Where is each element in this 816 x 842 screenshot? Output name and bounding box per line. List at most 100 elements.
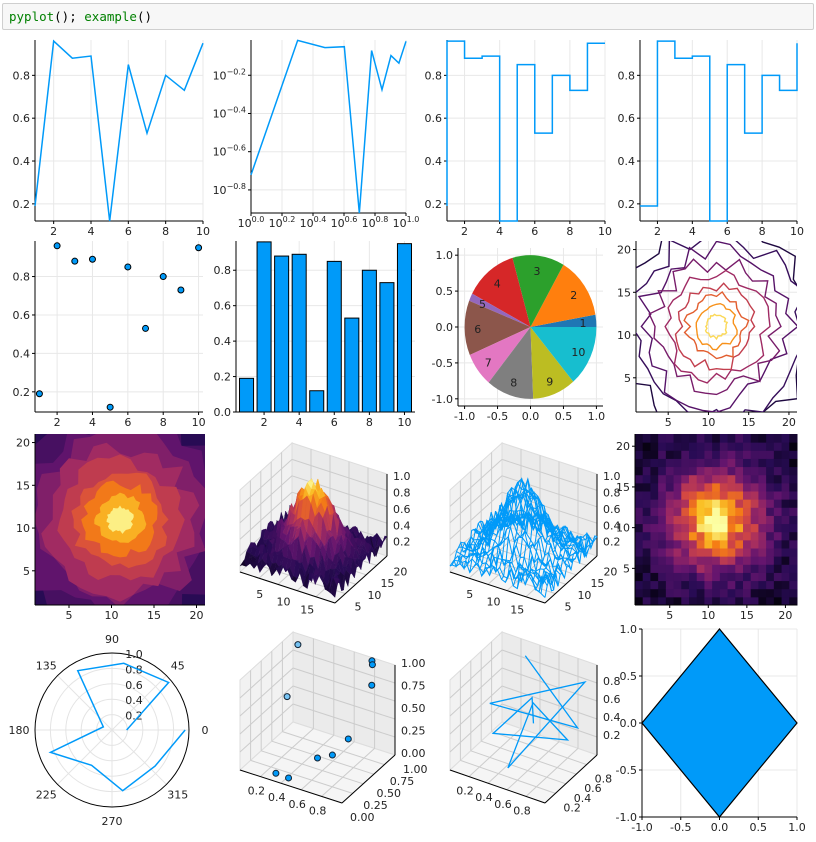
heatmap-cell xyxy=(743,564,752,573)
heatmap-cell xyxy=(750,507,759,516)
pie-label: 6 xyxy=(474,323,481,336)
grid-line xyxy=(292,685,396,720)
heatmap-cell xyxy=(735,572,744,582)
heatmap-cell xyxy=(642,515,651,525)
subplot-14: 0.20.40.60.80.000.250.500.751.000.000.25… xyxy=(239,630,428,824)
tick-label: 15 xyxy=(380,577,394,590)
heatmap-cell xyxy=(758,507,767,516)
heatmap-cell xyxy=(696,539,705,549)
tick-exponent: 0.4 xyxy=(314,215,327,224)
heatmap-cell xyxy=(712,580,721,590)
heatmap-cell xyxy=(758,515,767,525)
axis-line xyxy=(334,555,388,604)
heatmap-cell xyxy=(727,572,736,582)
heatmap-cell xyxy=(712,515,721,525)
tick-label: 20 xyxy=(190,609,204,622)
heatmap-cell xyxy=(635,474,644,484)
heatmap-cell xyxy=(750,564,759,573)
angle-label: 45 xyxy=(171,660,185,673)
heatmap-cell xyxy=(781,491,790,500)
tick-label: 0.5 xyxy=(620,670,638,683)
heatmap-cell xyxy=(696,507,705,516)
tick-label: 0.50 xyxy=(401,702,426,715)
heatmap-cell xyxy=(735,442,744,451)
subplot-9: 5 10 15 20 5 10 15 20 xyxy=(16,434,205,622)
wire-line xyxy=(544,535,598,598)
tick-label: 0.5 xyxy=(436,285,454,298)
heatmap-cell xyxy=(743,515,752,525)
heatmap-cell xyxy=(658,564,667,573)
heatmap-cell xyxy=(658,499,667,508)
heatmap-cell xyxy=(712,539,721,549)
heatmap-cell xyxy=(766,474,775,484)
tick-label: 5 xyxy=(66,609,73,622)
code-cell-input[interactable]: pyplot(); example() xyxy=(2,3,814,30)
tick-label: 15 xyxy=(616,481,630,494)
heatmap-cell xyxy=(642,556,651,565)
series-line xyxy=(48,662,186,792)
tick-label: 20 xyxy=(782,416,796,429)
angle-label: 180 xyxy=(9,724,30,737)
heatmap-cell xyxy=(673,450,682,459)
heatmap-cell xyxy=(658,596,667,606)
heatmap-cell xyxy=(727,499,736,508)
tick-label: 10 xyxy=(790,225,804,238)
heatmap-cell xyxy=(781,482,790,492)
heatmap-cell xyxy=(781,434,790,443)
heatmap-cell xyxy=(712,556,721,565)
scatter-point xyxy=(283,693,291,701)
tick-label: -1.0 xyxy=(616,811,637,824)
heatmap-cell xyxy=(642,523,651,533)
heatmap-cell xyxy=(719,474,729,484)
heatmap-cell xyxy=(727,515,736,525)
grid-line xyxy=(300,741,355,791)
grid-line xyxy=(481,740,577,775)
tick-label: 5 xyxy=(564,601,571,614)
heatmap-cell xyxy=(743,482,752,492)
tick-label: 4 xyxy=(689,225,696,238)
heatmap-cell xyxy=(758,588,767,598)
heatmap-cell xyxy=(673,442,682,451)
heatmap-cell xyxy=(735,523,744,533)
heatmap-cell xyxy=(735,458,744,468)
tick-label: 0.0 xyxy=(522,410,540,423)
grid-line xyxy=(506,741,560,791)
heatmap-cell xyxy=(712,499,721,508)
heatmap-cell xyxy=(635,588,644,598)
radius-label: 0.4 xyxy=(125,694,143,707)
heatmap-cell xyxy=(758,596,767,606)
code-token: pyplot xyxy=(9,9,55,24)
tick-label: 5 xyxy=(23,565,30,578)
heatmap-cell xyxy=(681,588,690,598)
surface-facet xyxy=(330,577,338,598)
heatmap-cell xyxy=(673,515,682,525)
tick-label: 5 xyxy=(466,588,473,601)
heatmap-cell xyxy=(650,588,659,598)
heatmap-cell xyxy=(689,458,698,468)
heatmap-cell xyxy=(735,450,744,459)
heatmap-cell xyxy=(635,539,644,549)
pie-label: 5 xyxy=(479,298,486,311)
heatmap-cell xyxy=(727,564,736,573)
tick-label: 0.5 xyxy=(555,410,573,423)
grid-line xyxy=(250,759,353,794)
tick-label: 0.2 xyxy=(214,371,232,384)
heatmap-cell xyxy=(665,596,675,606)
grid-line xyxy=(468,530,522,579)
bar xyxy=(274,255,290,413)
heatmap-cell xyxy=(750,482,759,492)
scatter-point xyxy=(368,661,376,669)
heatmap-cell xyxy=(719,572,729,582)
pie-slice xyxy=(472,257,531,327)
grid-line xyxy=(271,740,374,775)
tick-exponent: −0.8 xyxy=(227,182,246,191)
heatmap-cell xyxy=(781,596,790,606)
heatmap-cell xyxy=(719,499,729,508)
heatmap-cell xyxy=(766,523,775,533)
heatmap-cell xyxy=(712,588,721,598)
tick-label: 0.8 xyxy=(425,69,443,82)
heatmap-cell xyxy=(689,466,698,476)
heatmap-cell xyxy=(773,491,783,500)
tick-label: 0.8 xyxy=(603,487,621,500)
